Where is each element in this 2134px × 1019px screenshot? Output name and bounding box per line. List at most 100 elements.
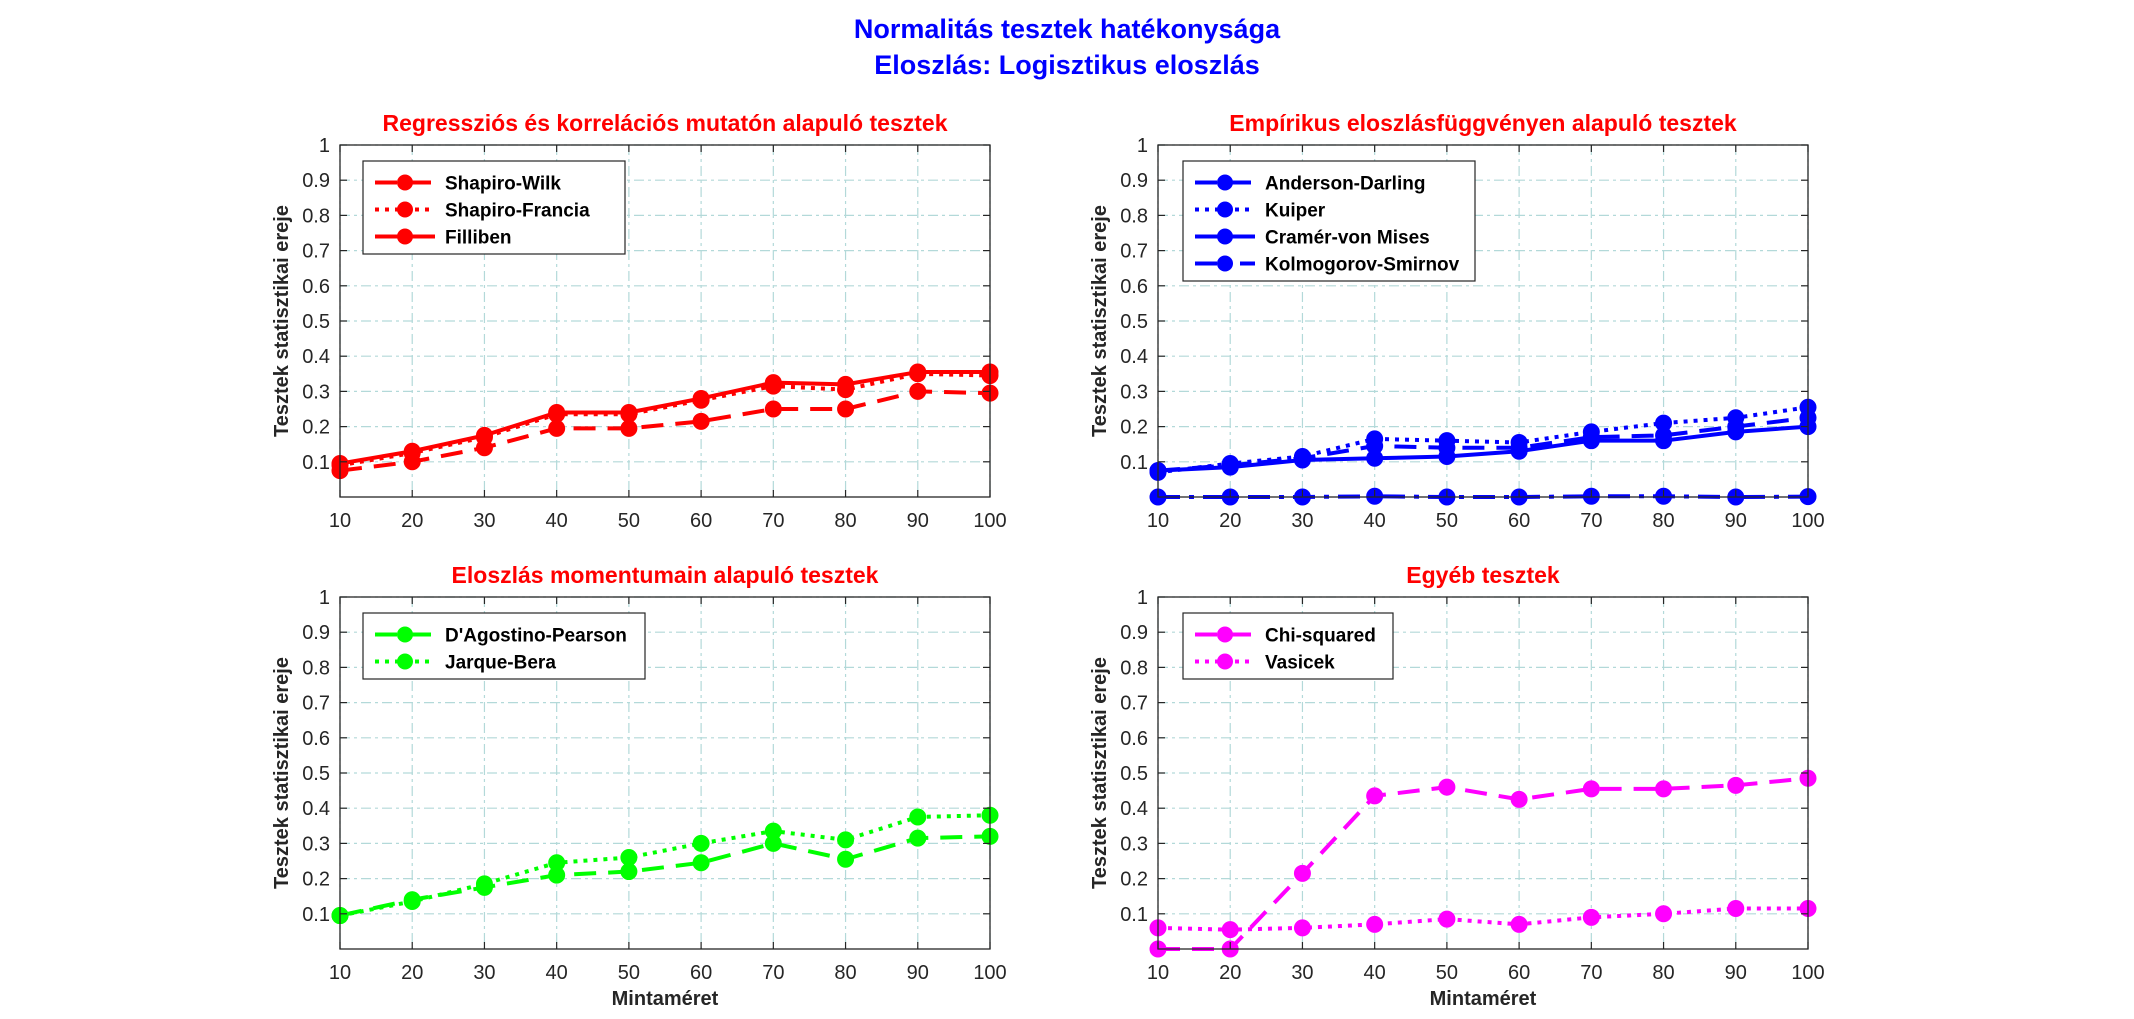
y-tick-label: 0.7: [302, 241, 330, 263]
x-tick-label: 50: [1436, 510, 1458, 532]
legend-marker: [1217, 228, 1233, 245]
y-tick-label: 0.2: [302, 869, 330, 891]
x-tick-label: 20: [1219, 962, 1241, 984]
data-point: [837, 375, 855, 393]
y-axis-label: Tesztek statisztikai ereje: [271, 205, 293, 437]
legend: Shapiro-Wilk Shapiro-Francia Filliben: [362, 160, 626, 255]
data-point: [692, 389, 710, 407]
legend-label: Shapiro-Francia: [445, 201, 590, 222]
data-point: [837, 400, 855, 418]
data-point: [1655, 432, 1673, 450]
x-tick-label: 80: [1652, 510, 1674, 532]
data-point: [548, 404, 566, 422]
x-tick-label: 30: [473, 510, 495, 532]
data-point: [548, 854, 566, 872]
legend-label: Vasicek: [1265, 653, 1335, 674]
y-tick-label: 0.1: [302, 904, 330, 926]
x-tick-label: 10: [1147, 962, 1169, 984]
x-tick-label: 90: [907, 510, 929, 532]
x-tick-label: 10: [329, 962, 351, 984]
y-tick-label: 0.5: [1120, 311, 1148, 333]
data-point: [1582, 780, 1600, 798]
legend-box: [362, 612, 646, 680]
y-tick-label: 0.5: [302, 311, 330, 333]
y-tick-label: 0.7: [302, 693, 330, 715]
y-tick-label: 0.8: [1120, 657, 1148, 679]
y-tick-label: 0.8: [1120, 205, 1148, 227]
y-tick-label: 0.4: [1120, 798, 1148, 820]
legend-label: Cramér-von Mises: [1265, 228, 1430, 249]
data-point: [1655, 414, 1673, 432]
data-point: [620, 404, 638, 422]
y-tick-label: 0.3: [1120, 381, 1148, 403]
y-tick-label: 0.9: [302, 622, 330, 644]
data-point: [837, 831, 855, 849]
legend-marker: [397, 174, 413, 191]
y-tick-label: 0.9: [1120, 622, 1148, 644]
x-tick-label: 90: [907, 962, 929, 984]
legend-marker: [397, 626, 413, 643]
x-tick-label: 70: [1580, 962, 1602, 984]
data-point: [475, 875, 493, 893]
chart-panel-1: 10 20 30 40 50 60 70 80 90 100 0.1 0.2 0.3 0.4 0.5 0.6 0…: [271, 110, 1007, 532]
chart-panels: 10 20 30 40 50 60 70 80 90 100 0.1 0.2 0.3 0.4 0.5 0.6 0…: [271, 110, 1825, 1010]
x-tick-label: 100: [973, 962, 1006, 984]
legend-label: Filliben: [445, 228, 512, 249]
x-tick-label: 60: [1508, 962, 1530, 984]
y-tick-label: 0.4: [1120, 346, 1148, 368]
y-tick-label: 0.5: [1120, 763, 1148, 785]
data-point: [1366, 915, 1384, 933]
series-line-3: [1157, 424, 1809, 473]
legend-marker: [397, 228, 413, 245]
data-point: [1438, 778, 1456, 796]
data-point: [764, 400, 782, 418]
data-point: [475, 426, 493, 444]
y-tick-label: 0.8: [302, 205, 330, 227]
series-line-1: [339, 389, 991, 473]
chart-panel-3: 10 20 30 40 50 60 70 80 90 100 0.1 0.2 0.3 0.4 0.5 0.6 0…: [271, 562, 1007, 1010]
y-tick-label: 1: [1137, 135, 1148, 157]
data-point: [1438, 910, 1456, 928]
y-tick-label: 0.6: [302, 728, 330, 750]
y-tick-label: 1: [319, 135, 330, 157]
legend-marker: [1217, 174, 1233, 191]
data-point: [1510, 790, 1528, 808]
legend: Anderson-Darling Kuiper Cramér-von Mises Ko…: [1182, 160, 1476, 282]
figure-title-line2: Eloszlás: Logisztikus eloszlás: [874, 50, 1260, 80]
data-point: [1293, 864, 1311, 882]
y-tick-label: 1: [1137, 587, 1148, 609]
legend-box: [1182, 612, 1394, 680]
y-tick-label: 0.5: [302, 763, 330, 785]
legend-marker: [397, 653, 413, 670]
figure-title-line1: Normalitás tesztek hatékonysága: [854, 14, 1281, 44]
x-tick-label: 70: [1580, 510, 1602, 532]
x-tick-label: 30: [1291, 962, 1313, 984]
data-point: [1366, 449, 1384, 467]
data-point: [692, 834, 710, 852]
y-tick-label: 0.9: [302, 170, 330, 192]
x-tick-label: 100: [1791, 962, 1824, 984]
x-tick-label: 90: [1725, 510, 1747, 532]
series-line-3: [339, 370, 990, 466]
y-axis-label: Tesztek statisztikai ereje: [1089, 205, 1111, 437]
data-point: [837, 850, 855, 868]
x-tick-label: 60: [690, 510, 712, 532]
data-point: [1438, 448, 1456, 466]
chart-title: Eloszlás momentumain alapuló tesztek: [452, 562, 879, 588]
legend-label: Kolmogorov-Smirnov: [1265, 255, 1460, 276]
x-tick-label: 80: [1652, 962, 1674, 984]
x-tick-label: 50: [618, 962, 640, 984]
y-tick-label: 0.1: [302, 452, 330, 474]
x-tick-label: 100: [973, 510, 1006, 532]
x-tick-label: 60: [690, 962, 712, 984]
y-tick-label: 0.2: [1120, 417, 1148, 439]
data-point: [1727, 900, 1745, 918]
x-axis-label: Mintaméret: [1430, 988, 1537, 1010]
y-axis-label: Tesztek statisztikai ereje: [1089, 657, 1111, 889]
y-tick-label: 0.6: [302, 276, 330, 298]
x-tick-label: 50: [618, 510, 640, 532]
series-line-2: [339, 813, 991, 918]
data-point: [764, 374, 782, 392]
x-tick-label: 40: [546, 510, 568, 532]
y-tick-label: 0.7: [1120, 693, 1148, 715]
